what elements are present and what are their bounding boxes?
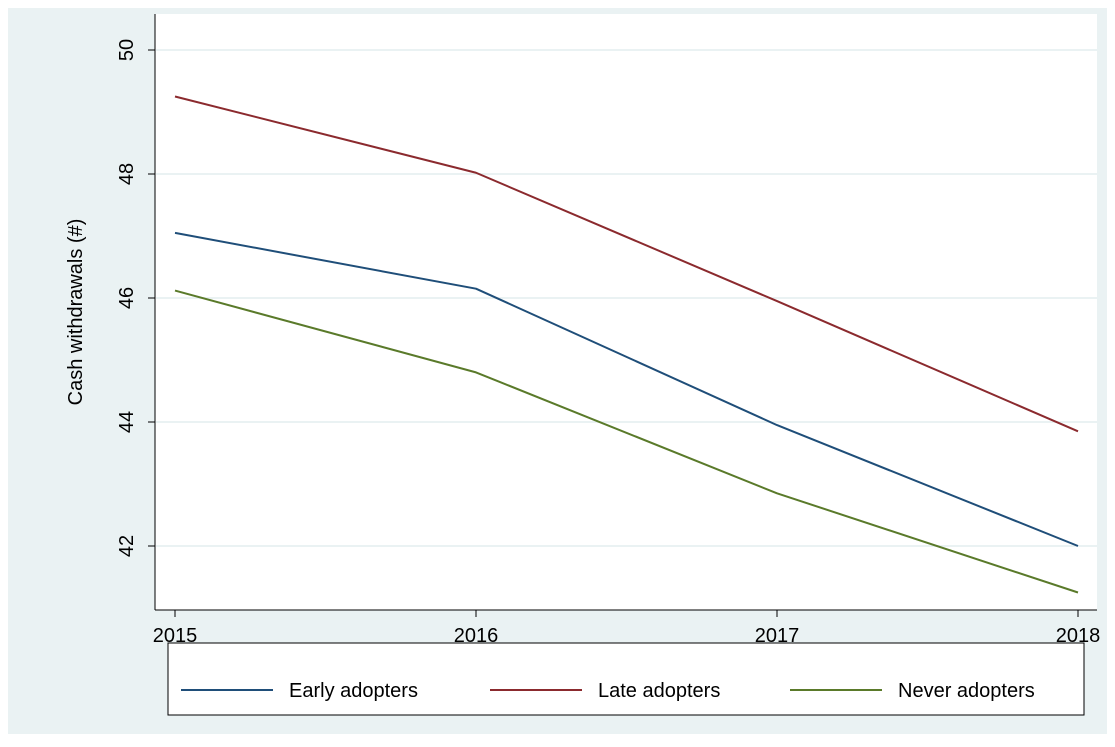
legend-label: Never adopters — [898, 680, 1035, 702]
y-tick-label: 42 — [116, 535, 138, 557]
legend-label: Early adopters — [289, 680, 418, 702]
y-tick-label: 44 — [116, 411, 138, 433]
x-tick-label: 2015 — [153, 625, 198, 647]
y-axis-ticks: 42 44 46 48 50 — [116, 39, 155, 557]
y-axis-label: Cash withdrawals (#) — [65, 219, 87, 406]
x-tick-label: 2016 — [454, 625, 499, 647]
series-line-late-adopters — [174, 95, 1079, 433]
legend-label: Late adopters — [598, 680, 720, 702]
legend: Early adopters Late adopters Never adopter… — [167, 642, 1085, 716]
y-tick-label: 48 — [116, 163, 138, 185]
plot-area — [155, 14, 1097, 610]
y-tick-label: 50 — [116, 39, 138, 61]
series-lines — [174, 95, 1079, 594]
x-tick-label: 2017 — [755, 625, 800, 647]
grid-lines — [156, 49, 1097, 547]
axes — [154, 14, 1097, 611]
x-axis-ticks: 2015 2016 2017 2018 — [153, 610, 1101, 647]
legend-box — [167, 642, 1085, 716]
y-tick-label: 46 — [116, 287, 138, 309]
series-line-early-adopters — [174, 231, 1079, 547]
series-line-never-adopters — [174, 289, 1079, 594]
x-tick-label: 2018 — [1056, 625, 1101, 647]
